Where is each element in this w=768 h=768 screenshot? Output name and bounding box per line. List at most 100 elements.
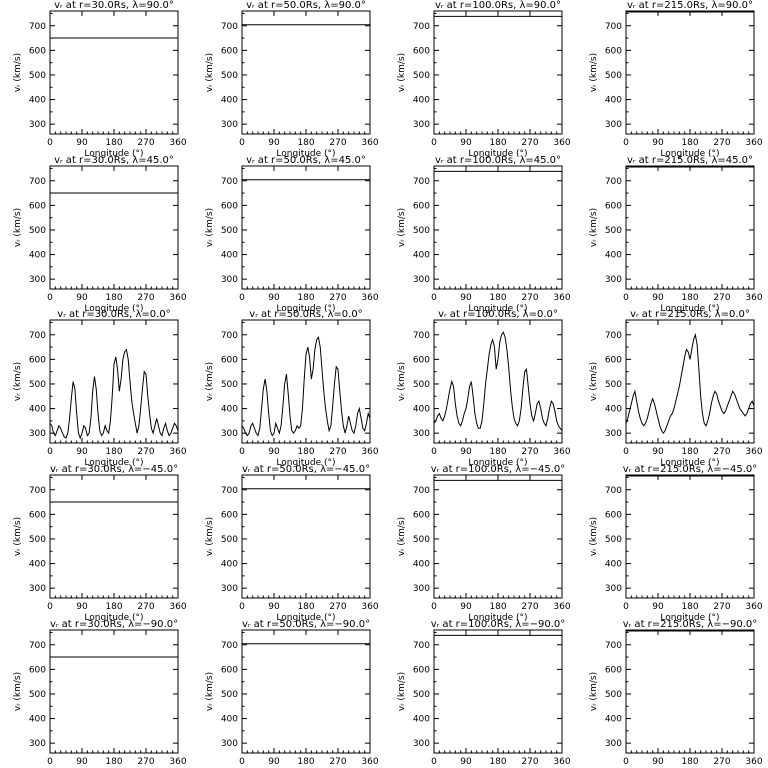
- x-tick-label: 270: [329, 138, 346, 148]
- y-tick-label: 500: [605, 690, 622, 700]
- panel-title: vᵣ at r=30.0Rs, λ=−45.0°: [50, 464, 178, 475]
- y-tick-label: 700: [605, 641, 622, 651]
- y-tick-label: 500: [29, 690, 46, 700]
- y-tick-label: 300: [221, 275, 238, 285]
- x-tick-label: 180: [105, 757, 122, 767]
- x-tick-label: 0: [431, 138, 437, 148]
- x-tick-label: 360: [169, 293, 186, 303]
- y-tick-label: 500: [221, 226, 238, 236]
- plot-frame: [433, 10, 563, 135]
- plot-frame: [49, 629, 179, 754]
- y-tick-label: 500: [605, 226, 622, 236]
- x-tick-label: 0: [431, 757, 437, 767]
- plot-frame: [625, 165, 755, 290]
- panel-15: vᵣ at r=100.0Rs, λ=−45.0° 0 90 180 270 360 300…: [397, 464, 571, 623]
- y-tick-label: 700: [605, 177, 622, 187]
- x-tick-label: 0: [47, 602, 53, 612]
- plot-frame: [433, 319, 563, 444]
- x-tick-label: 360: [361, 138, 378, 148]
- x-tick-label: 90: [652, 138, 664, 148]
- panel-title: vᵣ at r=50.0Rs, λ=90.0°: [246, 0, 366, 11]
- x-tick-label: 360: [745, 138, 762, 148]
- x-tick-label: 90: [652, 757, 664, 767]
- y-axis-label: vᵣ (km/s): [397, 672, 407, 711]
- x-axis-label: Longitude (°): [660, 304, 719, 314]
- y-tick-label: 500: [221, 535, 238, 545]
- x-tick-label: 270: [137, 757, 154, 767]
- x-tick-label: 270: [329, 293, 346, 303]
- x-tick-label: 270: [713, 293, 730, 303]
- y-tick-label: 400: [605, 560, 622, 570]
- y-tick-label: 400: [29, 96, 46, 106]
- x-tick-label: 0: [623, 447, 629, 457]
- y-tick-label: 600: [29, 201, 46, 211]
- x-tick-label: 90: [76, 293, 88, 303]
- x-tick-label: 90: [268, 757, 280, 767]
- x-tick-label: 0: [47, 293, 53, 303]
- y-tick-label: 600: [605, 665, 622, 675]
- x-tick-label: 0: [47, 138, 53, 148]
- x-axis-label: Longitude (°): [660, 149, 719, 159]
- x-tick-label: 360: [553, 447, 570, 457]
- y-axis-label: vᵣ (km/s): [13, 208, 23, 247]
- x-tick-label: 180: [105, 602, 122, 612]
- panel-9: vᵣ at r=30.0Rs, λ=0.0° 0 90 180 270 360 300 400…: [13, 309, 187, 468]
- y-axis-label: vᵣ (km/s): [205, 672, 215, 711]
- y-axis-label: vᵣ (km/s): [205, 362, 215, 401]
- x-tick-label: 180: [681, 293, 698, 303]
- y-tick-label: 500: [413, 71, 430, 81]
- x-axis-label: Longitude (°): [84, 149, 143, 159]
- y-tick-label: 400: [413, 405, 430, 415]
- panel-title: vᵣ at r=50.0Rs, λ=45.0°: [246, 155, 366, 166]
- y-tick-label: 600: [221, 510, 238, 520]
- y-tick-label: 300: [605, 429, 622, 439]
- x-tick-label: 180: [297, 293, 314, 303]
- plot-frame: [241, 629, 371, 754]
- panel-title: vᵣ at r=30.0Rs, λ=45.0°: [54, 155, 174, 166]
- y-tick-label: 500: [221, 71, 238, 81]
- y-tick-label: 400: [221, 560, 238, 570]
- y-tick-label: 300: [413, 584, 430, 594]
- panel-title: vᵣ at r=30.0Rs, λ=0.0°: [57, 309, 170, 320]
- y-tick-label: 400: [221, 715, 238, 725]
- x-tick-label: 90: [268, 602, 280, 612]
- x-axis-label: Longitude (°): [468, 458, 527, 468]
- panel-3: vᵣ at r=100.0Rs, λ=90.0° 0 90 180 270 360 300 4…: [397, 0, 571, 159]
- panel-title: vᵣ at r=215.0Rs, λ=45.0°: [627, 155, 753, 166]
- panel-17: vᵣ at r=30.0Rs, λ=−90.0° 0 90 180 270 360 300 4…: [13, 619, 187, 767]
- panel-14: vᵣ at r=50.0Rs, λ=−45.0° 0 90 180 270 360 300 4…: [205, 464, 379, 623]
- x-tick-label: 0: [47, 757, 53, 767]
- panel-13: vᵣ at r=30.0Rs, λ=−45.0° 0 90 180 270 360 300 4…: [13, 464, 187, 623]
- y-tick-label: 300: [413, 739, 430, 749]
- panel-title: vᵣ at r=50.0Rs, λ=−45.0°: [242, 464, 370, 475]
- y-tick-label: 300: [221, 584, 238, 594]
- y-tick-label: 700: [413, 641, 430, 651]
- y-tick-label: 300: [29, 584, 46, 594]
- x-tick-label: 270: [521, 447, 538, 457]
- x-tick-label: 90: [268, 293, 280, 303]
- panel-11: vᵣ at r=100.0Rs, λ=0.0° 0 90 180 270 360 300 40…: [397, 309, 571, 468]
- x-tick-label: 270: [329, 602, 346, 612]
- x-tick-label: 90: [460, 447, 472, 457]
- y-tick-label: 600: [605, 355, 622, 365]
- x-tick-label: 0: [239, 138, 245, 148]
- x-axis-label: Longitude (°): [660, 458, 719, 468]
- panel-title: vᵣ at r=215.0Rs, λ=−45.0°: [623, 464, 758, 475]
- plot-frame: [625, 629, 755, 754]
- panel-2: vᵣ at r=50.0Rs, λ=90.0° 0 90 180 270 360 300 40…: [205, 0, 379, 159]
- y-axis-label: vᵣ (km/s): [589, 53, 599, 92]
- y-tick-label: 300: [29, 120, 46, 130]
- y-tick-label: 300: [413, 275, 430, 285]
- panel-20: vᵣ at r=215.0Rs, λ=−90.0° 0 90 180 270 360 300…: [589, 619, 763, 767]
- y-axis-label: vᵣ (km/s): [205, 208, 215, 247]
- x-tick-label: 270: [521, 293, 538, 303]
- plot-frame: [433, 474, 563, 599]
- y-tick-label: 500: [413, 690, 430, 700]
- x-tick-label: 180: [681, 447, 698, 457]
- y-axis-label: vᵣ (km/s): [397, 208, 407, 247]
- panel-8: vᵣ at r=215.0Rs, λ=45.0° 0 90 180 270 360 300 4…: [589, 155, 763, 314]
- y-tick-label: 400: [221, 405, 238, 415]
- x-tick-label: 270: [521, 757, 538, 767]
- x-tick-label: 180: [105, 293, 122, 303]
